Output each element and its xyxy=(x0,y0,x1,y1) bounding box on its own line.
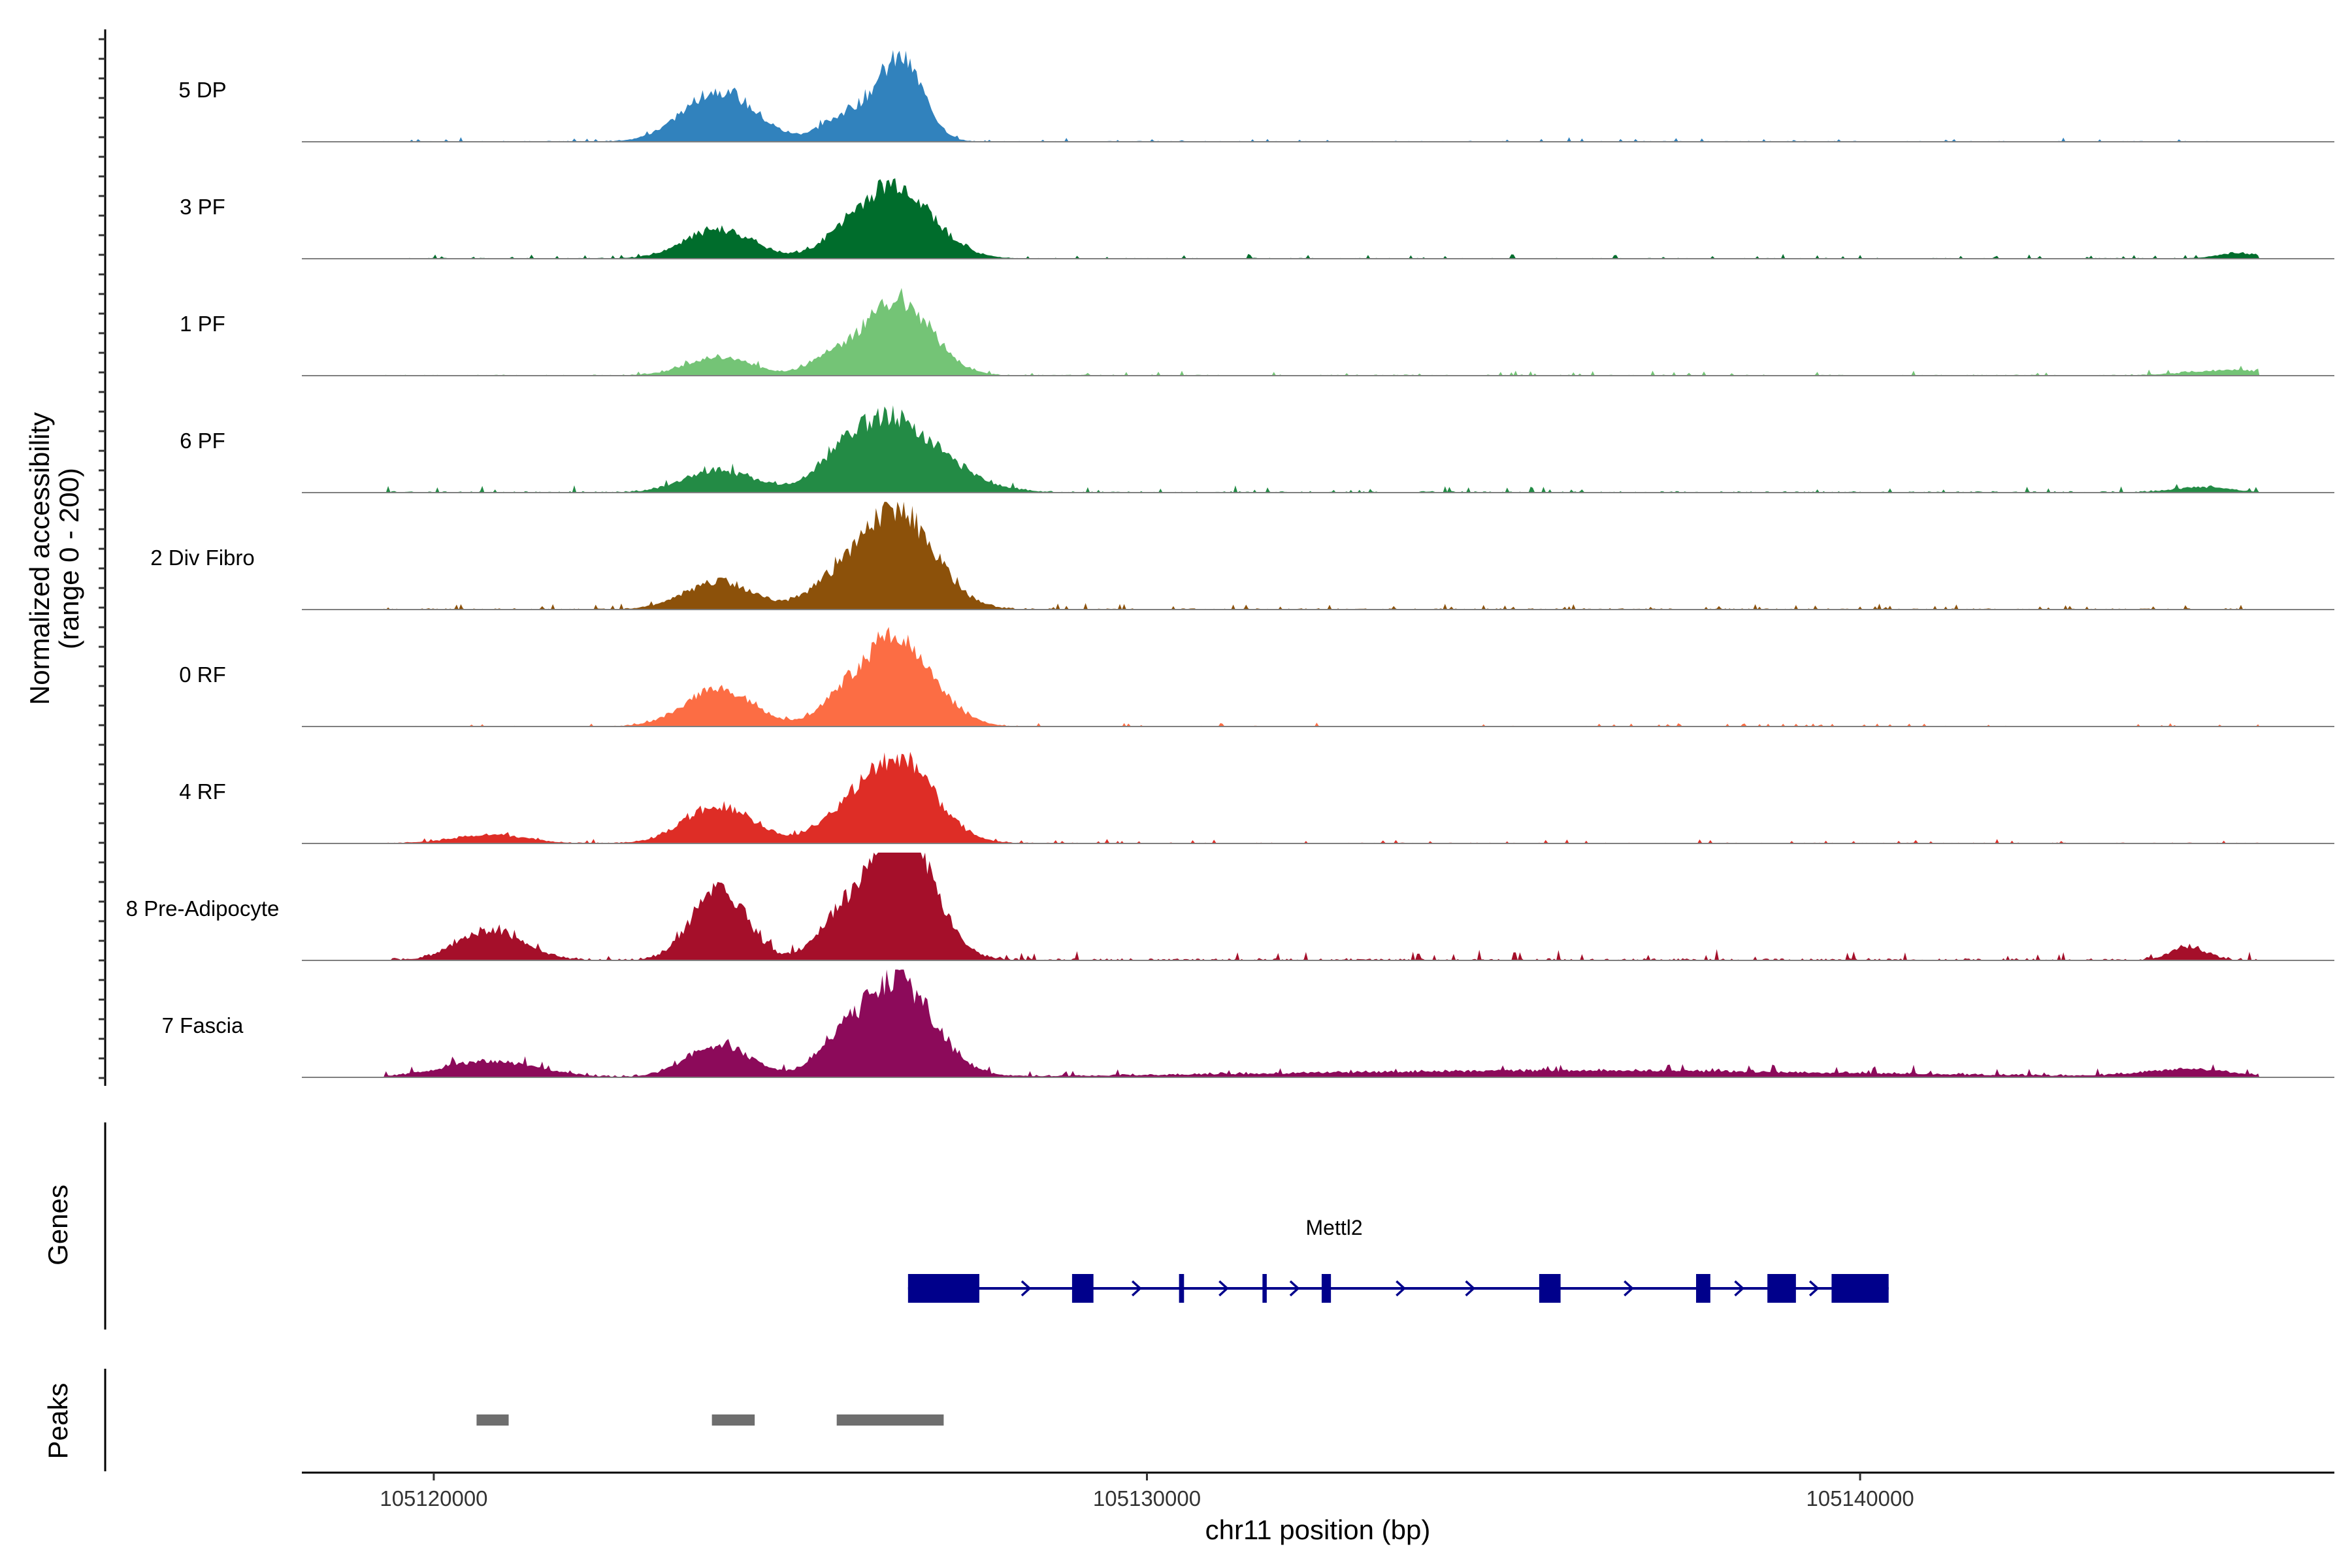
track-label-3-pf: 3 PF xyxy=(180,195,225,219)
gene-exon xyxy=(1831,1274,1889,1303)
coverage-area-6-pf xyxy=(384,405,2260,493)
track-2-div-fibro: 2 Div Fibro xyxy=(150,502,2334,610)
peak-region xyxy=(836,1414,944,1426)
track-label-1-pf: 1 PF xyxy=(180,312,225,336)
coverage-area-0-rf xyxy=(384,627,2260,727)
peak-region xyxy=(711,1414,755,1426)
track-label-8-pre-adipocyte: 8 Pre-Adipocyte xyxy=(126,896,280,921)
gene-exon xyxy=(1321,1274,1331,1303)
gene-exon xyxy=(1539,1274,1561,1303)
y-axis-title-line-2: (range 0 - 200) xyxy=(54,468,84,649)
coverage-y-axis-ticks xyxy=(99,38,105,1079)
strand-arrow xyxy=(1396,1280,1406,1297)
gene-exon xyxy=(1767,1274,1796,1303)
coverage-area-3-pf xyxy=(384,178,2260,259)
x-axis-ticks: 105120000 105130000 105140000 xyxy=(380,1473,1914,1511)
track-label-2-div-fibro: 2 Div Fibro xyxy=(150,546,255,570)
x-axis-title: chr11 position (bp) xyxy=(1205,1514,1431,1545)
peak-region xyxy=(476,1414,509,1426)
coverage-area-4-rf xyxy=(384,751,2260,843)
peaks-panel-label: Peaks xyxy=(42,1383,73,1460)
x-tick-label: 105120000 xyxy=(380,1486,487,1511)
track-8-pre-adipocyte: 8 Pre-Adipocyte xyxy=(126,853,2334,961)
track-label-5-dp: 5 DP xyxy=(178,78,226,102)
track-label-4-rf: 4 RF xyxy=(179,779,226,804)
coverage-area-1-pf xyxy=(384,287,2260,376)
strand-arrow xyxy=(1734,1280,1745,1297)
gene-label-mettl2: Mettl2 xyxy=(1305,1216,1362,1239)
strand-arrow xyxy=(1808,1280,1820,1297)
track-label-7-fascia: 7 Fascia xyxy=(162,1013,244,1037)
gene-exon xyxy=(907,1274,979,1303)
gene-exon xyxy=(1071,1274,1094,1303)
strand-arrow xyxy=(1465,1280,1476,1297)
genes-panel-label: Genes xyxy=(42,1184,73,1266)
track-4-rf: 4 RF xyxy=(179,751,2334,844)
track-3-pf: 3 PF xyxy=(180,178,2334,259)
strand-arrow xyxy=(1218,1280,1229,1297)
coverage-area-5-dp xyxy=(384,50,2260,142)
peak-track xyxy=(476,1414,944,1426)
y-axis-title-line-1: Normalized accessibility xyxy=(24,412,55,705)
track-0-rf: 0 RF xyxy=(179,627,2334,727)
coverage-area-2-div-fibro xyxy=(384,502,2260,610)
track-1-pf: 1 PF xyxy=(180,287,2334,376)
track-label-0-rf: 0 RF xyxy=(179,662,226,687)
track-7-fascia: 7 Fascia xyxy=(162,970,2334,1078)
x-tick-label: 105140000 xyxy=(1806,1486,1914,1511)
strand-arrow xyxy=(1021,1280,1032,1297)
x-tick-label: 105130000 xyxy=(1093,1486,1201,1511)
coverage-tracks: 5 DP 3 PF 1 PF 6 PF 2 Div Fibro 0 RF 4 RF 8 Pre… xyxy=(126,50,2334,1078)
coverage-area-7-fascia xyxy=(384,970,2260,1077)
gene-mettl2: Mettl2 xyxy=(907,1216,1889,1303)
coverage-area-8-pre-adipocyte xyxy=(384,853,2260,960)
strand-arrow xyxy=(1624,1280,1634,1297)
strand-arrow xyxy=(1289,1280,1300,1297)
track-5-dp: 5 DP xyxy=(178,50,2334,142)
gene-exon xyxy=(1179,1274,1184,1303)
strand-arrow xyxy=(1131,1280,1142,1297)
gene-exon xyxy=(1262,1274,1267,1303)
track-6-pf: 6 PF xyxy=(180,405,2334,493)
gene-track: Mettl2 xyxy=(907,1216,1889,1303)
track-label-6-pf: 6 PF xyxy=(180,429,225,453)
gene-exon xyxy=(1696,1274,1710,1303)
